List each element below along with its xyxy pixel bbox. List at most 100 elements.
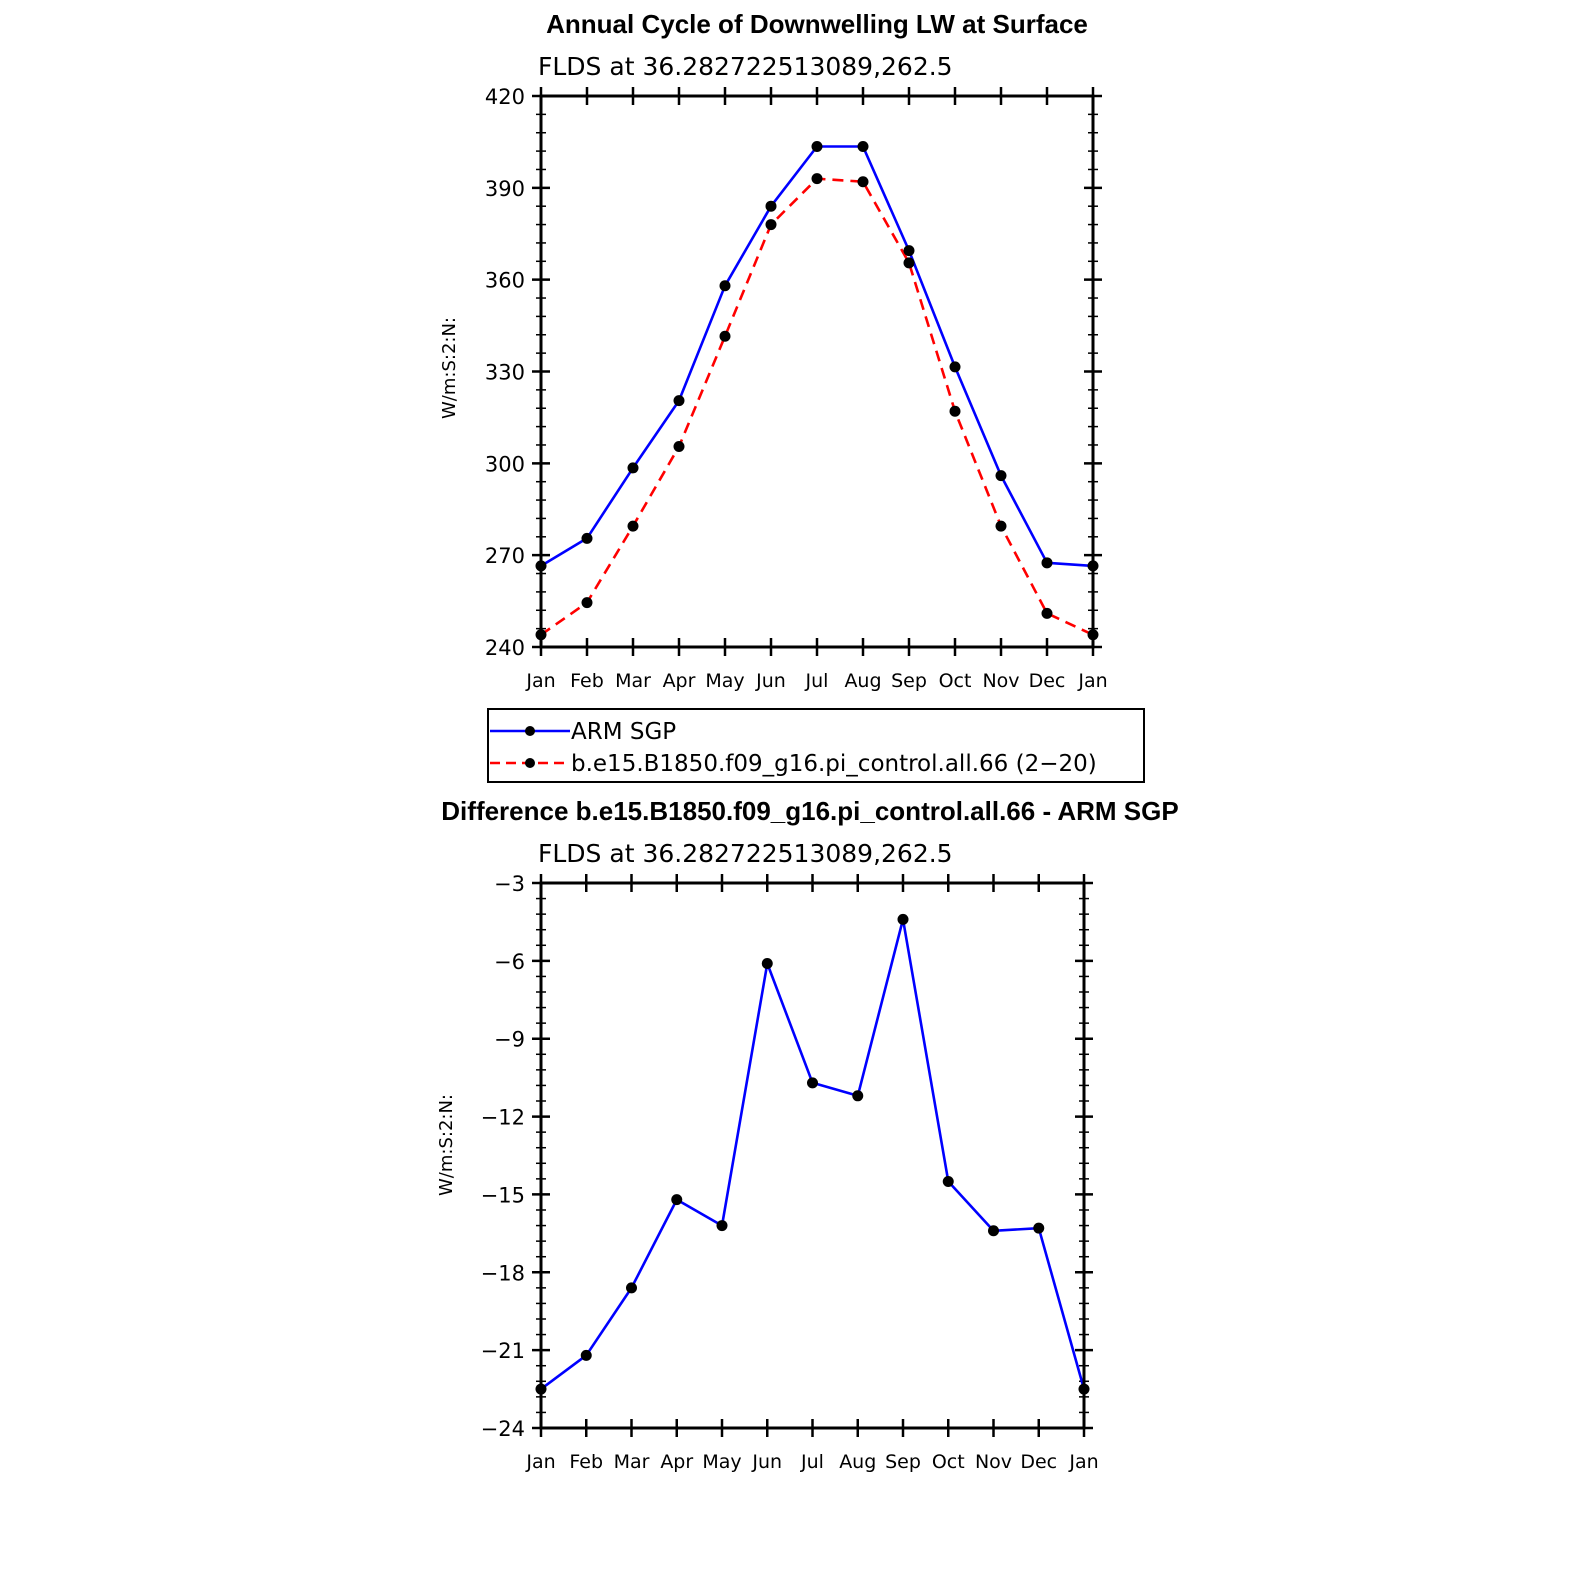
data-point-1 [811,173,823,185]
data-point-0 [995,470,1007,482]
x-tick-label: Oct [939,670,972,692]
y-tick-label: 360 [485,269,525,293]
data-point-0 [807,1077,818,1089]
x-tick-labels: Jan Feb Mar Apr May Jun Jul Aug Sep Oct Nov Dec Jan [525,1451,1098,1473]
x-tick-label: May [702,1451,741,1473]
x-tick-label: Jun [755,670,786,692]
x-tick-label: Feb [570,670,604,692]
x-tick-label: Jul [805,670,829,692]
series-line-1 [540,177,1094,636]
chart-subtitle: FLDS at 36.282722513089,262.5 [538,52,953,81]
tick-marks [532,874,1093,1437]
data-point-0 [852,1090,864,1102]
y-tick-label: 300 [485,452,525,476]
y-tick-label: −15 [481,1183,525,1207]
data-point-0 [626,1282,637,1294]
data-point-0 [942,1175,954,1187]
data-point-0 [719,280,731,292]
y-tick-label: 420 [485,85,525,109]
y-tick-label: −6 [494,950,525,974]
y-axis-label: W/m:S:2:N: [439,317,460,419]
legend-entry-model: b.e15.B1850.f09_g16.pi_control.all.66 (2… [490,751,1097,777]
x-tick-label: Jul [800,1451,824,1473]
y-tick-label: −18 [481,1261,525,1285]
x-tick-label: Nov [975,1451,1012,1473]
data-point-0 [761,957,773,969]
data-point-0 [811,141,823,153]
x-tick-label: Apr [663,670,696,692]
annual-cycle-panel: Annual Cycle of Downwelling LW at Surfac… [439,9,1108,692]
legend-marker [525,726,535,736]
data-series [535,913,1090,1395]
chart-title: Annual Cycle of Downwelling LW at Surfac… [546,9,1088,39]
y-tick-labels: −24 −21 −18 −15 −12 −9 −6 −3 [481,872,525,1441]
x-tick-label: Dec [1029,670,1066,692]
chart-title: Difference b.e15.B1850.f09_g16.pi_contro… [441,796,1178,826]
tick-marks [532,87,1102,656]
y-tick-label: −3 [494,872,525,896]
data-point-0 [903,245,915,257]
x-tick-label: Aug [839,1451,876,1473]
data-point-0 [857,141,869,153]
y-tick-label: −24 [481,1417,525,1441]
y-tick-label: 330 [485,361,525,385]
x-tick-label: May [705,670,744,692]
data-point-0 [988,1225,999,1237]
series-line-0 [540,917,1086,1391]
data-point-1 [765,219,777,231]
data-point-1 [1041,607,1053,619]
plot-frame [539,881,1086,1430]
legend-marker [525,758,535,768]
data-point-1 [719,330,731,342]
x-tick-label: Oct [932,1451,965,1473]
data-point-0 [671,1194,683,1206]
x-tick-label: Aug [844,670,881,692]
y-tick-label: −12 [481,1106,525,1130]
x-tick-label: Apr [660,1451,693,1473]
difference-panel: Difference b.e15.B1850.f09_g16.pi_contro… [436,796,1179,1473]
x-tick-label: Mar [614,1451,650,1473]
chart-subtitle: FLDS at 36.282722513089,262.5 [538,839,953,868]
plot-frame [539,94,1095,649]
x-tick-label: Jun [751,1451,782,1473]
x-tick-label: Jan [1077,670,1107,692]
data-point-1 [903,257,915,269]
x-tick-label: Feb [569,1451,603,1473]
data-point-1 [995,520,1007,532]
x-tick-label: Sep [891,670,927,692]
x-tick-label: Nov [982,670,1019,692]
x-tick-label: Jan [525,670,555,692]
data-point-0 [1041,557,1053,569]
data-point-0 [673,395,685,407]
y-tick-label: −9 [494,1028,525,1052]
x-tick-label: Jan [525,1451,555,1473]
data-point-0 [580,1349,592,1361]
y-tick-label: 390 [485,177,525,201]
legend-box [487,708,1145,783]
series-line-0 [540,145,1094,568]
data-point-1 [857,176,869,188]
x-tick-labels: Jan Feb Mar Apr May Jun Jul Aug Sep Oct Nov Dec Jan [525,670,1107,692]
data-point-0 [581,532,593,544]
legend-label-model: b.e15.B1850.f09_g16.pi_control.all.66 (2… [571,751,1097,777]
data-point-0 [949,361,961,373]
x-tick-label: Jan [1068,1451,1098,1473]
legend-label-arm-sgp: ARM SGP [571,719,676,745]
data-point-1 [673,440,685,452]
data-point-1 [581,597,593,609]
data-point-0 [1033,1222,1045,1234]
y-tick-label: 240 [485,636,525,660]
legend: ARM SGP b.e15.B1850.f09_g16.pi_control.a… [487,708,1145,783]
x-tick-label: Mar [615,670,651,692]
data-series [535,141,1099,641]
y-tick-label: −21 [481,1339,525,1363]
legend-entry-arm-sgp: ARM SGP [490,719,676,745]
x-tick-label: Dec [1020,1451,1057,1473]
data-point-0 [897,913,909,925]
data-point-0 [716,1220,728,1232]
data-point-1 [949,405,961,417]
data-point-1 [627,520,639,532]
y-tick-labels: 240 270 300 330 360 390 420 [485,85,525,660]
x-tick-label: Sep [885,1451,921,1473]
